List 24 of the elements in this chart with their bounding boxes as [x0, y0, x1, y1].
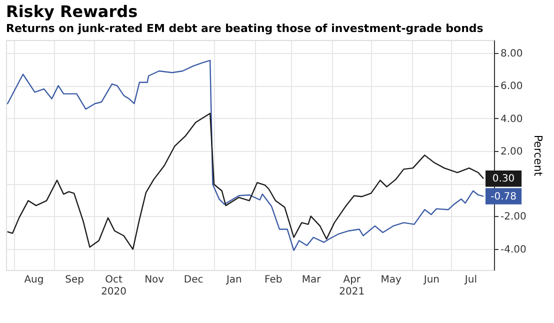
chart-title: Risky Rewards [6, 2, 138, 21]
y-tick-label: 2.00 [500, 146, 523, 158]
x-tick-label: Jun [422, 274, 440, 286]
y-tick-label: 8.00 [500, 48, 523, 60]
data-label: -0.78 [490, 191, 516, 202]
x-tick-label: Nov [144, 274, 164, 286]
chart-subtitle: Returns on junk-rated EM debt are beating those of investment-grade bonds [6, 22, 484, 35]
data-label: 0.30 [492, 174, 515, 185]
line-series [6, 60, 484, 252]
y-tick-label: 6.00 [500, 81, 523, 92]
x-tick-label: Jul [464, 274, 477, 286]
x-tick-label: Oct 2020 [101, 274, 127, 298]
x-tick-label: May [380, 274, 402, 286]
y-tick-label: -2.00 [500, 212, 526, 223]
y-tick-label: 4.00 [500, 114, 523, 125]
x-tick-label: Mar [302, 274, 322, 286]
y-tick-label: -4.00 [500, 244, 526, 256]
y-axis-title: Percent [531, 134, 544, 177]
x-tick-label: Jan [225, 274, 242, 286]
x-tick-label: Dec [184, 274, 204, 286]
x-tick-label: Sep [65, 274, 84, 286]
x-tick-label: Aug [24, 274, 44, 286]
x-tick-label: Feb [264, 274, 282, 286]
x-tick-label: Apr 2021 [339, 274, 365, 298]
